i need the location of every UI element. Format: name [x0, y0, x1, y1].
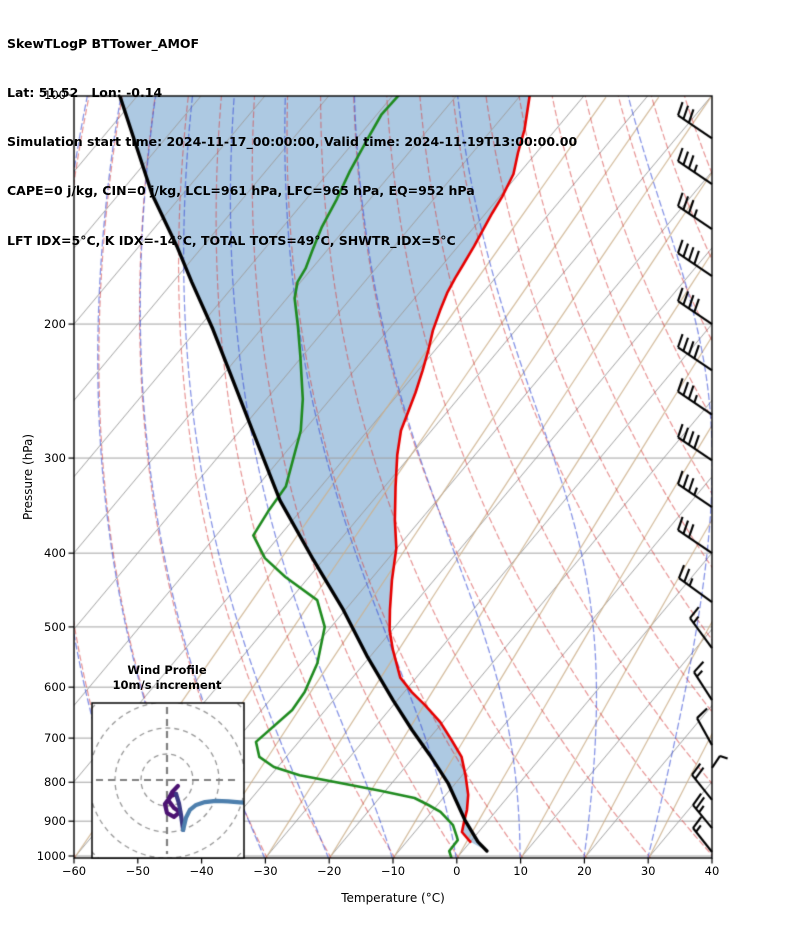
y-tick-label: 1000	[36, 849, 66, 863]
x-tick-label: 10	[513, 864, 528, 878]
hodograph-title-line2: 10m/s increment	[112, 678, 222, 692]
location-line: Lat: 51.52 Lon: -0.14	[7, 85, 163, 101]
x-tick-label: −50	[125, 864, 150, 878]
x-axis-label: Temperature (°C)	[341, 891, 445, 905]
y-tick-label: 100	[44, 88, 66, 102]
y-tick-label: 800	[44, 775, 66, 790]
hodograph-title: Wind Profile 10m/s increment	[87, 663, 247, 693]
x-tick-label: 20	[577, 864, 592, 878]
x-tick-label: −40	[189, 864, 214, 878]
y-tick-label: 700	[44, 731, 66, 746]
x-tick-label: −10	[380, 864, 406, 878]
stability-indices-line: LFT IDX=5°C, K IDX=-14°C, TOTAL TOTS=49°…	[7, 232, 456, 248]
y-tick-label: 200	[44, 317, 66, 332]
x-tick-label: −20	[317, 864, 342, 878]
y-tick-label: 900	[44, 814, 66, 829]
y-tick-label: 600	[44, 680, 66, 695]
hodograph-title-line1: Wind Profile	[127, 663, 207, 677]
y-tick-label: 500	[44, 619, 66, 634]
y-tick-label: 300	[44, 451, 66, 466]
figure-title: SkewTLogP BTTower_AMOF	[7, 35, 200, 51]
x-tick-label: −60	[61, 864, 87, 878]
figure-header: SkewTLogP BTTower_AMOF Lat: 51.52 Lon: -…	[7, 3, 577, 282]
cape-indices-line: CAPE=0 j/kg, CIN=0 j/kg, LCL=961 hPa, LF…	[7, 183, 475, 199]
x-tick-label: −30	[253, 864, 278, 878]
x-tick-label: 30	[640, 864, 656, 878]
y-tick-label: 400	[44, 546, 66, 561]
x-tick-label: 40	[704, 864, 720, 878]
x-tick-label: 0	[453, 864, 461, 878]
y-axis-label: Pressure (hPa)	[21, 433, 35, 521]
simulation-time-line: Simulation start time: 2024-11-17_00:00:…	[7, 134, 578, 150]
